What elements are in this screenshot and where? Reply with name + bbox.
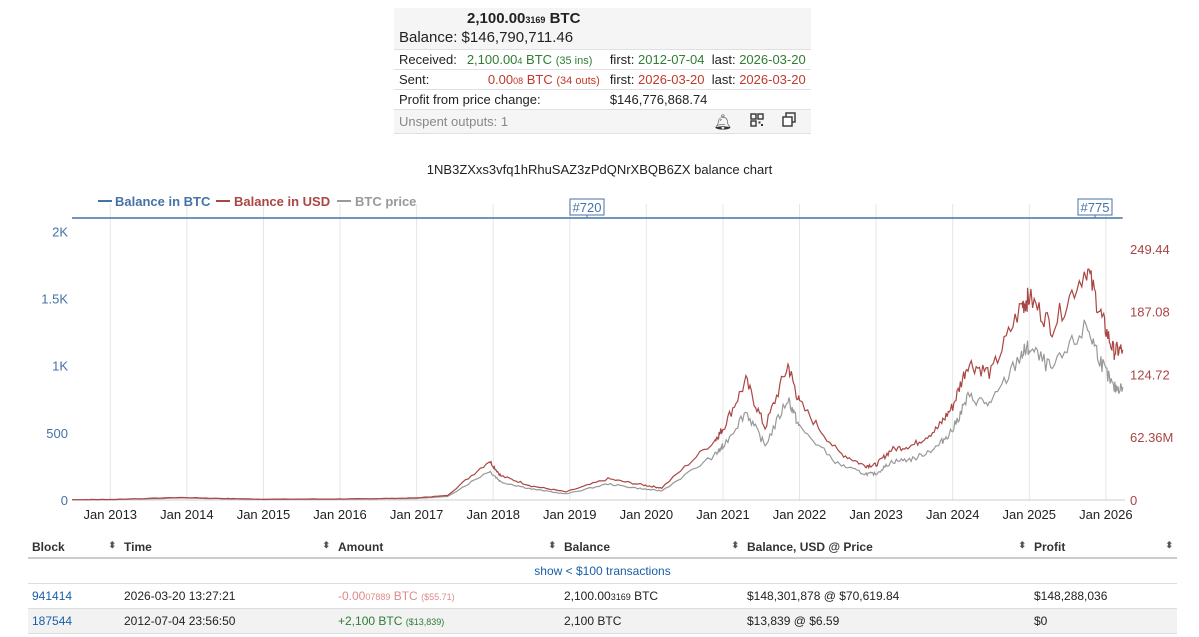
flag-label: #720	[573, 200, 602, 215]
profit-row: Profit from price change: $146,776,868.7…	[394, 89, 811, 110]
tx-balance: 2,100 BTC	[560, 608, 743, 634]
x-axis-ticks: Jan 2013 Jan 2014 Jan 2015 Jan 2016 Jan 2017…	[84, 507, 1133, 522]
unspent-row: Unspent outputs: 1 🔔︎	[394, 109, 811, 134]
x-tick-label: Jan 2025	[1003, 507, 1057, 522]
unspent-outputs: Unspent outputs: 1	[394, 109, 605, 134]
y-left-tick-label: 1K	[52, 359, 68, 374]
x-tick-label: Jan 2019	[543, 507, 597, 522]
tx-profit: $148,288,036	[1030, 583, 1177, 609]
balance-usd: Balance: $146,790,711.46	[399, 29, 574, 46]
balance-chart[interactable]: Jan 2013 Jan 2014 Jan 2015 Jan 2016 Jan 2017…	[0, 182, 1199, 527]
legend-btc[interactable]: Balance in BTC	[115, 194, 211, 209]
received-dates: first: 2012-07-04 last: 2026-03-20	[604, 49, 811, 70]
legend-price[interactable]: BTC price	[355, 194, 416, 209]
y-right-tick-label: 187.08	[1130, 305, 1170, 320]
tx-amount: +2,100 BTC ($13,839)	[334, 608, 560, 634]
x-tick-label: Jan 2017	[390, 507, 444, 522]
chart-title: 1NB3ZXxs3vfq1hRhuSAZ3zPdQNrXBQB6ZX balan…	[426, 162, 773, 177]
sent-dates: first: 2026-03-20 last: 2026-03-20	[604, 69, 811, 90]
sort-icon[interactable]: ⬍	[548, 540, 556, 550]
table-row: 941414 2026-03-20 13:27:21 -0.0007889 BT…	[28, 583, 1177, 609]
x-tick-label: Jan 2023	[849, 507, 903, 522]
x-tick-label: Jan 2022	[773, 507, 827, 522]
y-right-tick-label: 124.72	[1130, 367, 1170, 382]
bell-icon[interactable]: 🔔︎	[713, 114, 733, 131]
chart-flags: #720 #775	[569, 198, 1113, 218]
tx-balance: 2,100.003169 BTC	[560, 583, 743, 609]
balance-usd-line	[72, 268, 1124, 501]
block-link[interactable]: 941414	[32, 589, 73, 603]
legend-usd[interactable]: Balance in USD	[234, 194, 330, 209]
sent-row: Sent: 0.0008 BTC (34 outs) first: 2026-0…	[394, 69, 811, 90]
tx-balance-usd: $13,839 @ $6.59	[743, 608, 1030, 634]
flag-label: #775	[1081, 200, 1110, 215]
received-amount: 2,100.004 BTC (35 ins)	[461, 49, 605, 70]
chart-grid	[72, 204, 1125, 501]
table-row: 187544 2012-07-04 23:56:50 +2,100 BTC ($…	[28, 608, 1177, 634]
x-tick-label: Jan 2018	[466, 507, 520, 522]
y-left-tick-label: 500	[46, 426, 68, 441]
x-tick-label: Jan 2020	[620, 507, 674, 522]
y-axis-right: 0 62.36M 124.72 187.08 249.44	[1130, 242, 1173, 508]
y-right-tick-label: 62.36M	[1130, 430, 1173, 445]
col-balance-usd[interactable]: Balance, USD @ Price ⬍	[743, 537, 1030, 559]
sort-icon[interactable]: ⬍	[1018, 540, 1026, 550]
col-balance[interactable]: Balance ⬍	[560, 537, 743, 559]
tx-profit: $0	[1030, 608, 1177, 634]
x-tick-label: Jan 2015	[237, 507, 291, 522]
received-label: Received:	[394, 49, 462, 70]
block-link[interactable]: 187544	[32, 614, 73, 628]
y-axis-left: 0 500 1K 1.5K 2K	[41, 224, 68, 508]
sort-icon[interactable]: ⬍	[731, 540, 739, 550]
y-left-tick-label: 0	[61, 493, 68, 508]
sent-amount: 0.0008 BTC (34 outs)	[461, 69, 605, 90]
summary-header: 2,100.003169 BTC Balance: $146,790,711.4…	[394, 8, 811, 50]
sort-icon[interactable]: ⬍	[322, 540, 330, 550]
profit-value: $146,776,868.74	[604, 89, 811, 110]
received-row: Received: 2,100.004 BTC (35 ins) first: …	[394, 49, 811, 70]
x-tick-label: Jan 2026	[1079, 507, 1133, 522]
tx-balance-usd: $148,301,878 @ $70,619.84	[743, 583, 1030, 609]
col-block[interactable]: Block ⬍	[28, 537, 120, 559]
show-small-row: show < $100 transactions	[28, 558, 1177, 584]
qr-code-icon[interactable]	[750, 113, 764, 131]
plot-area	[72, 204, 1125, 500]
chart-series	[71, 217, 1124, 501]
sent-label: Sent:	[394, 69, 462, 90]
y-right-tick-label: 0	[1130, 493, 1137, 508]
action-icons: 🔔︎	[604, 109, 811, 134]
y-left-tick-label: 2K	[52, 224, 68, 239]
balance-btc: 2,100.003169 BTC	[467, 10, 581, 27]
x-tick-label: Jan 2013	[84, 507, 138, 522]
chart-legend[interactable]: Balance in BTC Balance in USD BTC price	[98, 194, 416, 209]
col-time[interactable]: Time ⬍	[120, 537, 334, 559]
address-summary: 2,100.003169 BTC Balance: $146,790,711.4…	[394, 8, 811, 134]
tx-time: 2026-03-20 13:27:21	[120, 583, 334, 609]
show-small-transactions-link[interactable]: show < $100 transactions	[28, 558, 1177, 584]
tx-amount: -0.0007889 BTC ($55.71)	[334, 583, 560, 609]
col-profit[interactable]: Profit ⬍	[1030, 537, 1177, 559]
x-tick-label: Jan 2024	[926, 507, 980, 522]
x-tick-label: Jan 2014	[160, 507, 214, 522]
y-left-tick-label: 1.5K	[41, 292, 68, 307]
transactions-table: Block ⬍ Time ⬍ Amount ⬍ Balance ⬍ Balance, U…	[28, 537, 1177, 634]
y-right-tick-label: 249.44	[1130, 242, 1170, 257]
sort-icon[interactable]: ⬍	[1165, 540, 1173, 550]
col-amount[interactable]: Amount ⬍	[334, 537, 560, 559]
tx-time: 2012-07-04 23:56:50	[120, 608, 334, 634]
sort-icon[interactable]: ⬍	[108, 540, 116, 550]
x-tick-label: Jan 2016	[313, 507, 367, 522]
copy-icon[interactable]	[782, 112, 797, 131]
profit-label: Profit from price change:	[394, 89, 605, 110]
x-tick-label: Jan 2021	[696, 507, 750, 522]
